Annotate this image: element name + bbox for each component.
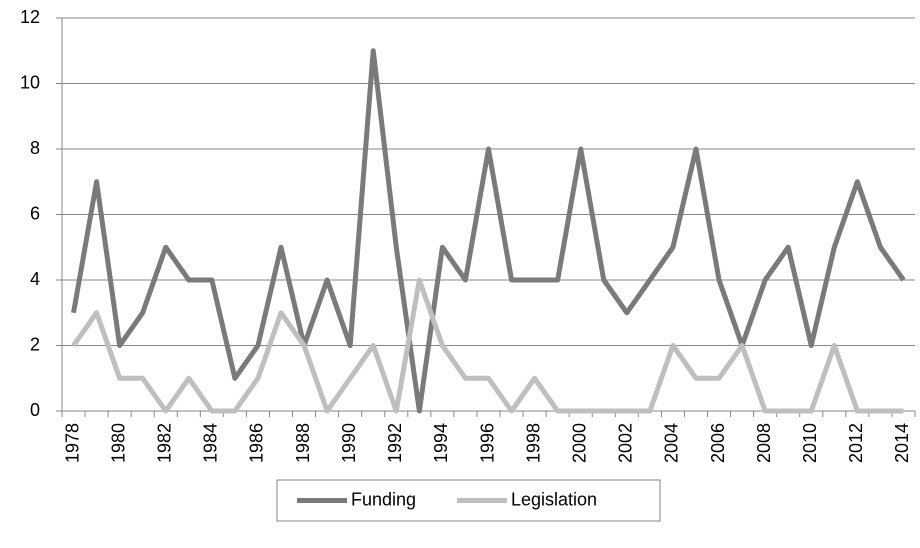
- legend-label: Legislation: [511, 489, 597, 509]
- x-tick-label: 1994: [431, 423, 451, 463]
- y-tick-label: 12: [20, 7, 40, 27]
- x-tick-label: 1986: [247, 423, 267, 463]
- x-tick-label: 2000: [569, 423, 589, 463]
- x-tick-label: 1988: [293, 423, 313, 463]
- x-tick-label: 1980: [108, 423, 128, 463]
- y-tick-label: 4: [30, 269, 40, 289]
- line-series: [71, 277, 904, 414]
- x-tick-label: 1992: [385, 423, 405, 463]
- y-tick-label: 0: [30, 400, 40, 420]
- y-tick-label: 2: [30, 334, 40, 354]
- x-tick-label: 2012: [846, 423, 866, 463]
- x-tick-label: 1982: [154, 423, 174, 463]
- x-tick-label: 1990: [339, 423, 359, 463]
- x-tick-label: 1998: [523, 423, 543, 463]
- x-tick-label: 1996: [477, 423, 497, 463]
- x-tick-label: 2010: [800, 423, 820, 463]
- x-tick-label: 1978: [62, 423, 82, 463]
- x-tick-label: 1984: [201, 423, 221, 463]
- x-tick-label: 2006: [708, 423, 728, 463]
- y-tick-label: 6: [30, 203, 40, 223]
- line-series: [71, 48, 906, 414]
- x-tick-label: 2002: [616, 423, 636, 463]
- x-tick-label: 2014: [892, 423, 912, 463]
- x-tick-label: 2008: [754, 423, 774, 463]
- legend-label: Funding: [351, 489, 416, 509]
- y-tick-label: 8: [30, 138, 40, 158]
- x-tick-label: 2004: [662, 423, 682, 463]
- y-tick-label: 10: [20, 72, 40, 92]
